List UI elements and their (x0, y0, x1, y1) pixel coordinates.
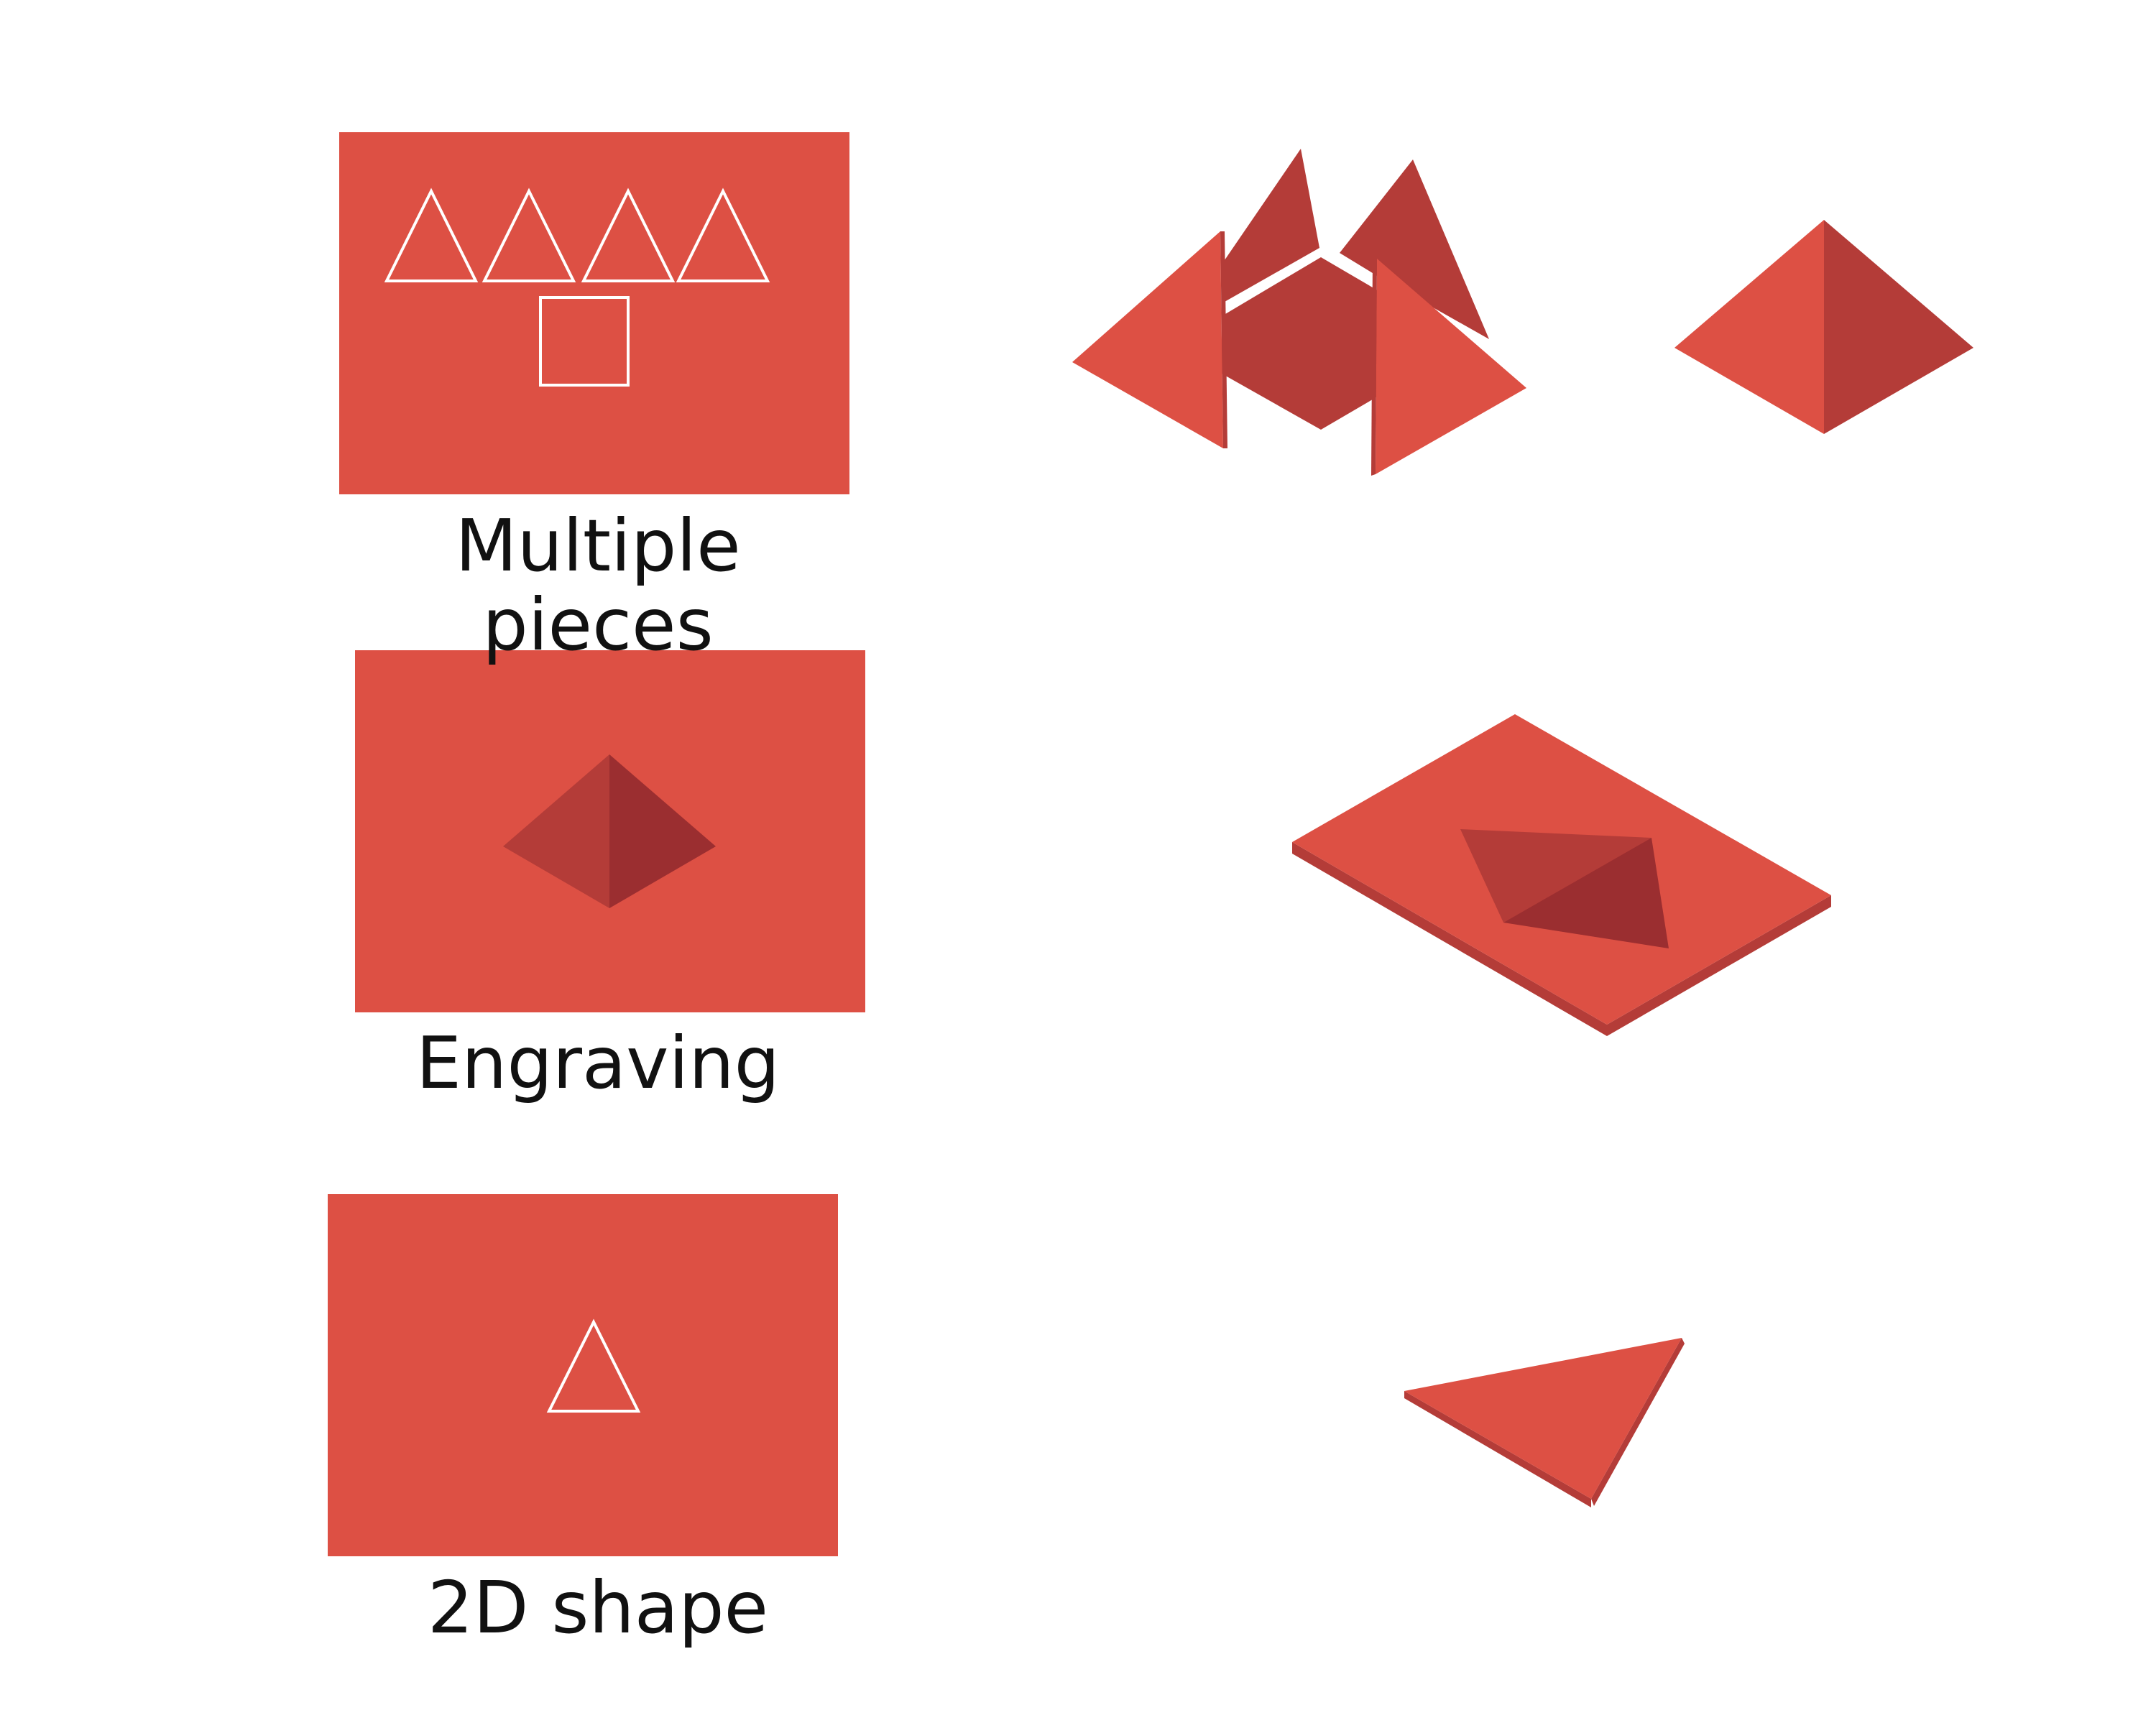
exploded-pyramid-net (1072, 149, 1526, 476)
net-triangle-top-right (1340, 160, 1489, 339)
triangle-outline-single (546, 1318, 641, 1413)
pyramid-face-right (1824, 220, 1973, 434)
net-square-base (1222, 257, 1380, 430)
net-triangle-left (1072, 231, 1223, 448)
row-2d-shape (328, 1194, 1685, 1556)
label-engraving: Engraving (415, 1021, 780, 1105)
cut-outlines (384, 188, 770, 387)
label-multiple-pieces: Multiple pieces (455, 504, 741, 667)
engraved-face-right (609, 754, 716, 908)
pyramid-face-left (1674, 220, 1824, 434)
triangle-piece-edge-right (1591, 1338, 1685, 1506)
net-triangle-top-left (1225, 149, 1319, 302)
net-triangle-right (1376, 259, 1526, 474)
row-multiple-pieces (339, 132, 1973, 494)
label-2d-shape: 2D shape (427, 1566, 769, 1650)
plate-edge-right (1607, 895, 1831, 1036)
engraved-face-left (503, 754, 609, 908)
square-outline (539, 296, 630, 387)
assembled-pyramid (1674, 220, 1973, 434)
flat-sheet-2d-shape (328, 1194, 838, 1556)
flat-sheet-multiple-pieces (339, 132, 849, 494)
triangle-outline-4 (676, 188, 770, 282)
triangle-outline-3 (581, 188, 676, 282)
net-triangle-left-edge (1220, 231, 1227, 448)
triangle-piece-face (1404, 1338, 1682, 1499)
triangle-piece-edge (1404, 1391, 1591, 1507)
triangle-outline-1 (384, 188, 479, 282)
engraving-face-upper (1460, 829, 1651, 923)
flat-triangle-piece (1404, 1338, 1685, 1507)
row-engraving (355, 650, 1831, 1036)
engraving-face-lower (1503, 838, 1669, 948)
net-triangle-right-edge (1371, 259, 1377, 476)
isometric-engraved-plate (1292, 714, 1831, 1036)
plate-edge-left (1292, 842, 1607, 1036)
engraved-diamond (503, 754, 716, 908)
triangle-outline-2 (482, 188, 576, 282)
